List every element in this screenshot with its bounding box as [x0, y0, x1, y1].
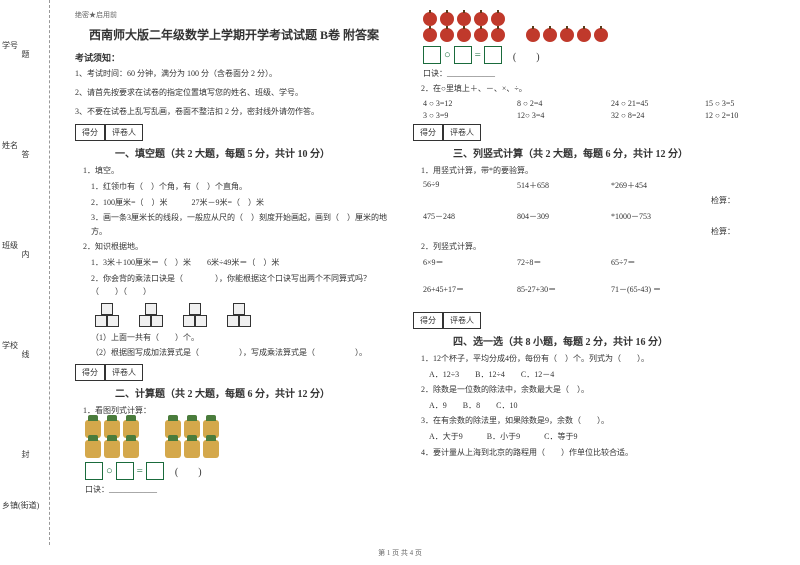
- q1-3: 3．画一条3厘米长的线段，一般应从尺的（ ）刻度开始画起，画到（ ）厘米的地方。: [91, 211, 393, 238]
- side-mark-5: 封: [20, 450, 31, 458]
- s4-q2-opts: A．9 B．8 C．10: [429, 399, 775, 413]
- exam-title: 西南师大版二年级数学上学期开学考试试题 B卷 附答案: [75, 26, 393, 43]
- s4-q1-opts: A．12÷3 B．12÷4 C．12－4: [429, 368, 775, 382]
- s3-row1: 56÷9 514＋658 *269＋454: [423, 180, 775, 191]
- s2-q2: 2．在○里填上＋、－、×、÷。: [421, 82, 775, 96]
- formula-2: ○= ( ): [423, 46, 775, 64]
- side-label-1: 学号: [2, 40, 18, 51]
- s4-q4: 4．要计量从上海到北京的路程用（ ）作单位比较合适。: [421, 446, 775, 460]
- side-mark-2: 答: [20, 150, 31, 158]
- side-label-5: 乡镇(街道): [2, 500, 39, 511]
- s4-q1: 1．12个杯子，平均分成4份，每份有（ ）个。列式为（ ）。: [421, 352, 775, 366]
- pineapple-row-2: [85, 440, 393, 458]
- score-box-2: 得分 评卷人: [75, 364, 393, 381]
- side-mark-4: 线: [20, 350, 31, 358]
- q2-3: （1）上面一共有（ ）个。: [91, 331, 393, 345]
- side-label-4: 学校: [2, 340, 18, 351]
- section3-title: 三、列竖式计算（共 2 大题，每题 6 分，共计 12 分）: [453, 145, 775, 160]
- score-cell: 得分: [75, 124, 105, 141]
- section1-title: 一、填空题（共 2 大题，每题 5 分，共计 10 分）: [115, 145, 393, 160]
- cube-diagram: [95, 303, 393, 327]
- s4-q3: 3．在有余数的除法里，如果除数是9，余数（ ）。: [421, 414, 775, 428]
- notice-3: 3、不要在试卷上乱写乱画，卷面不整洁扣 2 分，密封线外请勿作答。: [75, 106, 393, 119]
- notice-1: 1、考试时间：60 分钟，满分为 100 分（含卷面分 2 分）。: [75, 68, 393, 81]
- s3-row4: 26+45+17＝ 85-27+30＝ 71－(65-43) ＝: [423, 284, 775, 295]
- recite-1: 口诀：____________: [85, 484, 393, 495]
- s3-q2: 2．列竖式计算。: [421, 240, 775, 254]
- q2-2: 2．你会背的乘法口诀是（ ），你能根据这个口诀写出两个不同算式吗？（ ）（ ）: [91, 272, 393, 299]
- side-mark-3: 内: [20, 250, 31, 258]
- q1-1: 1．红领巾有（ ）个角，有（ ）个直角。: [91, 180, 393, 194]
- recite-2: 口诀：____________: [423, 68, 775, 79]
- q2-1: 1．3米＋100厘米＝（ ）米 6米÷49米＝（ ）米: [91, 256, 393, 270]
- q2-4: （2）根据图写成加法算式是（ ），写成乘法算式是（ ）。: [91, 346, 393, 360]
- check-2: 检算：: [421, 225, 735, 239]
- side-label-2: 姓名: [2, 140, 18, 151]
- score-box-3: 得分 评卷人: [413, 124, 775, 141]
- q2: 2．知识根据地。: [83, 240, 393, 254]
- q1: 1．填空。: [83, 164, 393, 178]
- section2-title: 二、计算题（共 2 大题，每题 6 分，共计 12 分）: [115, 385, 393, 400]
- check-1: 检算：: [421, 194, 735, 208]
- s4-q2: 2．除数是一位数的除法中，余数最大是（ ）。: [421, 383, 775, 397]
- section4-title: 四、选一选（共 8 小题，每题 2 分，共计 16 分）: [453, 333, 775, 348]
- calc-row-2: 3 ○ 3=9 12○ 3=4 32 ○ 8=24 12 ○ 2=10: [423, 111, 775, 120]
- q1-2: 2．100厘米=（ ）米 27米－9米=（ ）米: [91, 196, 393, 210]
- grader-cell: 评卷人: [105, 124, 143, 141]
- s3-row3: 6×9＝ 72÷8＝ 65÷7＝: [423, 257, 775, 268]
- score-box-1: 得分 评卷人: [75, 124, 393, 141]
- apple-row-2: [423, 28, 775, 42]
- notice-label: 考试须知：: [75, 51, 393, 64]
- apple-row-1: [423, 12, 775, 26]
- s3-q1: 1．用竖式计算，带*的要验算。: [421, 164, 775, 178]
- formula-1: ○= ( ): [85, 462, 393, 480]
- s4-q3-opts: A．大于9 B．小于9 C．等于9: [429, 430, 775, 444]
- calc-row-1: 4 ○ 3=12 8 ○ 2=4 24 ○ 21=45 15 ○ 3=5: [423, 99, 775, 108]
- score-box-4: 得分 评卷人: [413, 312, 775, 329]
- s3-row2: 475－248 804－309 *1000－753: [423, 211, 775, 222]
- side-mark-1: 题: [20, 50, 31, 58]
- side-label-3: 班级: [2, 240, 18, 251]
- page-footer: 第 1 页 共 4 页: [0, 545, 800, 561]
- notice-2: 2、请首先按要求在试卷的指定位置填写您的姓名、班级、学号。: [75, 87, 393, 100]
- secret-label: 绝密★启用前: [75, 10, 393, 20]
